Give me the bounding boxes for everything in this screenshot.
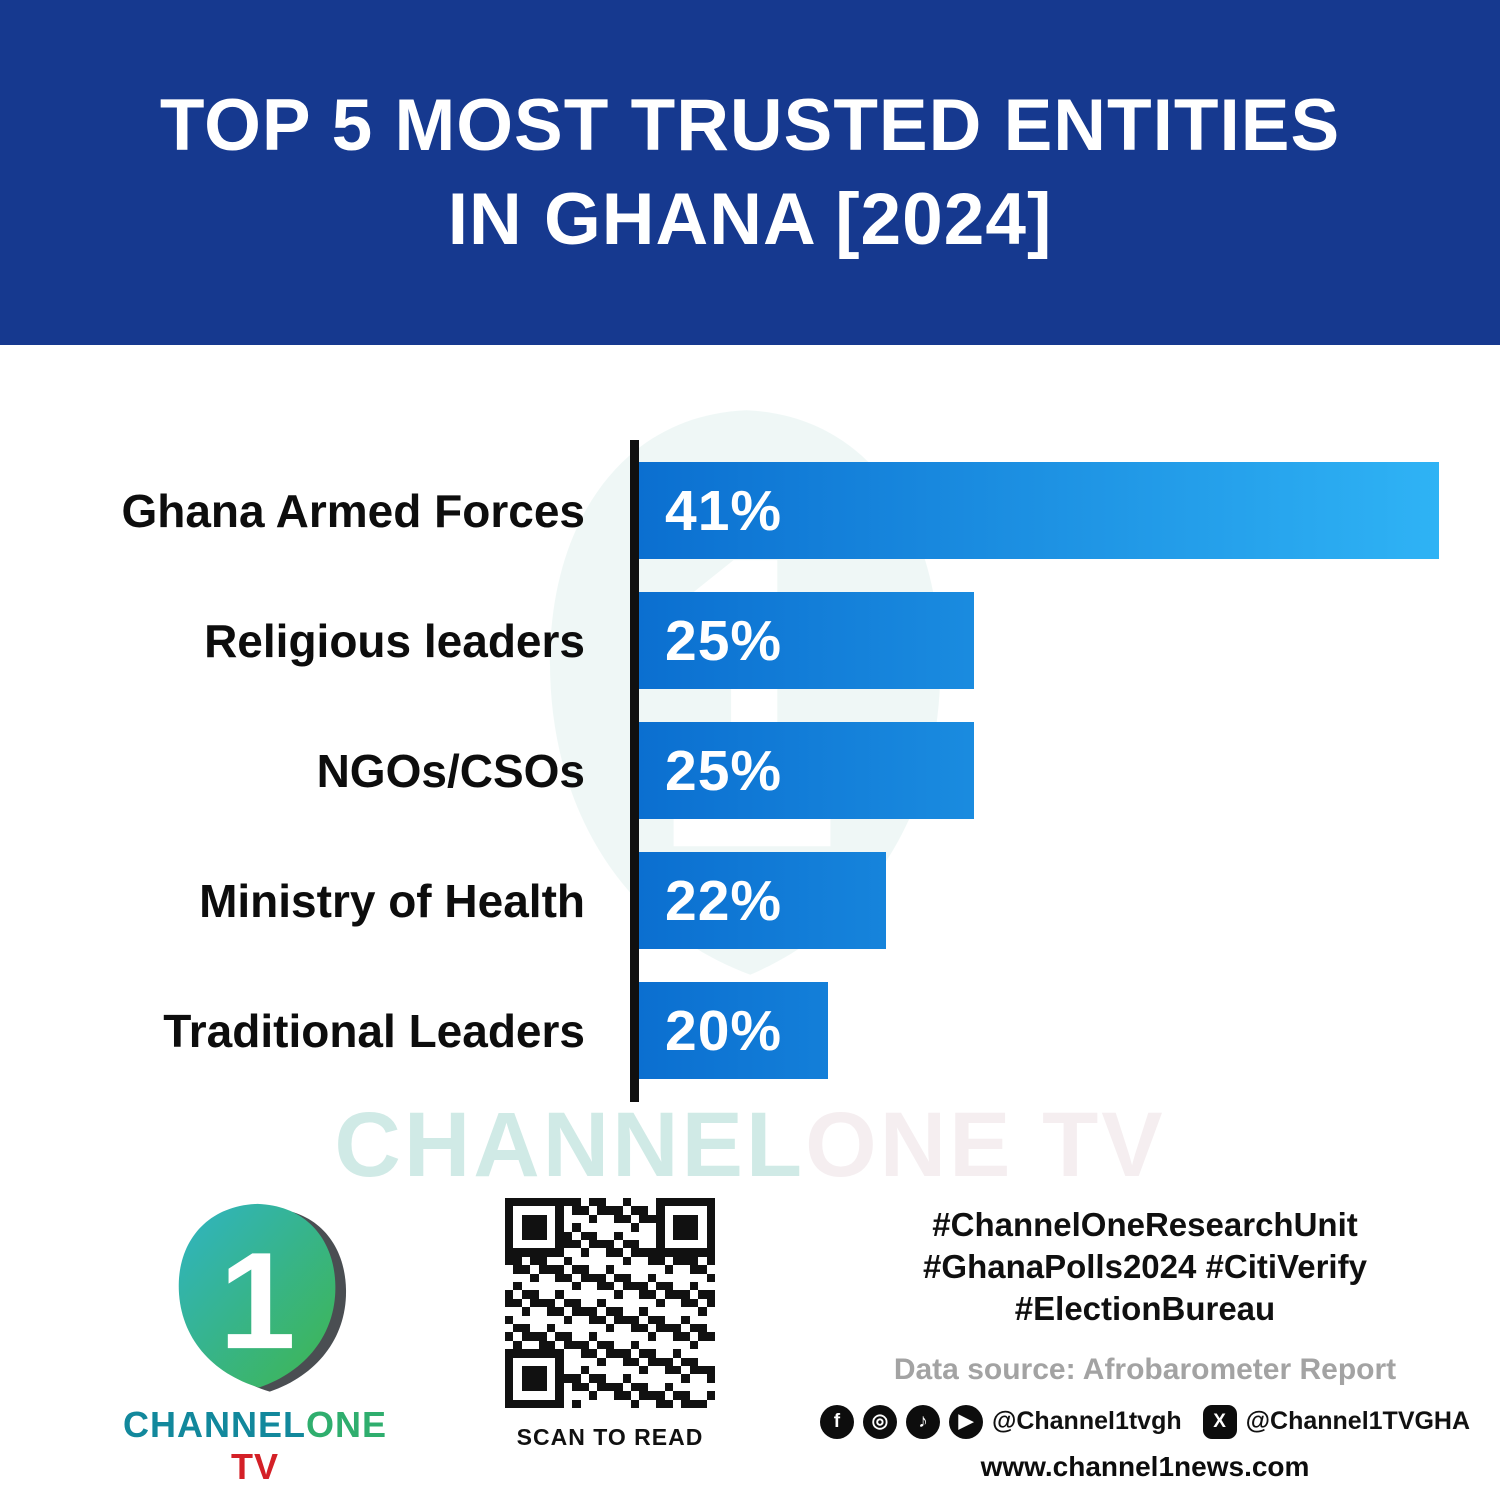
footer-info: #ChannelOneResearchUnit #GhanaPolls2024 … <box>819 1194 1470 1483</box>
social-handle-1: @Channel1tvgh <box>991 1407 1182 1436</box>
bar: 25% <box>639 722 974 819</box>
footer: 1 CHANNELONE TV SCAN TO READ #ChannelOne… <box>0 1180 1500 1500</box>
hashtag-line: #GhanaPolls2024 #CitiVerify <box>923 1248 1367 1286</box>
bar-label: NGOs/CSOs <box>316 744 585 797</box>
instagram-icon: ◎ <box>862 1404 897 1439</box>
logo-numeral: 1 <box>219 1224 296 1378</box>
tiktok-icon: ♪ <box>905 1404 940 1439</box>
hashtag-line: #ElectionBureau <box>1014 1290 1276 1328</box>
channel-one-logo: 1 CHANNELONE TV <box>105 1194 405 1488</box>
social-handle-2: @Channel1TVGHA <box>1245 1407 1471 1436</box>
bar-row: Traditional Leaders 20% <box>0 982 1500 1079</box>
data-source: Data source: Afrobarometer Report <box>893 1352 1397 1386</box>
header-banner: TOP 5 MOST TRUSTED ENTITIES IN GHANA [20… <box>0 0 1500 345</box>
logo-wordmark-one: ONE <box>305 1404 387 1445</box>
bar-rows: Ghana Armed Forces 41% Religious leaders… <box>0 462 1500 1079</box>
bar-label: Ghana Armed Forces <box>121 484 585 537</box>
bar-value-label: 20% <box>665 998 783 1063</box>
bar-row: NGOs/CSOs 25% <box>0 722 1500 819</box>
qr-code <box>505 1198 715 1408</box>
bar-label: Traditional Leaders <box>163 1004 585 1057</box>
bar-label: Religious leaders <box>204 614 585 667</box>
bar: 22% <box>639 852 886 949</box>
logo-wordmark-tv: TV <box>230 1446 279 1487</box>
bar: 25% <box>639 592 974 689</box>
hashtag-line: #ChannelOneResearchUnit <box>932 1206 1358 1243</box>
bar-value-label: 41% <box>665 478 783 543</box>
page-title-line2: IN GHANA [2024] <box>447 178 1053 260</box>
bar-value-label: 22% <box>665 868 783 933</box>
bar: 41% <box>639 462 1439 559</box>
youtube-icon: ▶ <box>948 1404 983 1439</box>
logo-wordmark: CHANNELONE TV <box>105 1404 405 1488</box>
hashtags: #ChannelOneResearchUnit #GhanaPolls2024 … <box>845 1204 1445 1331</box>
qr-caption: SCAN TO READ <box>516 1424 704 1450</box>
bar-value-label: 25% <box>665 608 783 673</box>
bar-row: Ghana Armed Forces 41% <box>0 462 1500 559</box>
page-title: TOP 5 MOST TRUSTED ENTITIES IN GHANA [20… <box>160 79 1340 266</box>
chart-axis <box>630 440 639 1102</box>
facebook-icon: f <box>819 1404 854 1439</box>
website-url: www.channel1news.com <box>980 1450 1310 1482</box>
bar-row: Ministry of Health 22% <box>0 852 1500 949</box>
social-row: f ◎ ♪ ▶ @Channel1tvgh X @Channel1TVGHA <box>819 1404 1470 1439</box>
bar-value-label: 25% <box>665 738 783 803</box>
qr-block: SCAN TO READ <box>485 1194 735 1451</box>
page-title-line1: TOP 5 MOST TRUSTED ENTITIES <box>159 85 1341 167</box>
bar: 20% <box>639 982 828 1079</box>
channel-one-logo-icon: 1 <box>178 1203 347 1392</box>
bar-chart: 1 Ghana Armed Forces 41% Religious leade… <box>0 345 1500 1196</box>
logo-wordmark-channel: CHANNEL <box>122 1404 306 1445</box>
bar-label: Ministry of Health <box>199 874 585 927</box>
bar-row: Religious leaders 25% <box>0 592 1500 689</box>
x-icon: X <box>1202 1404 1237 1439</box>
